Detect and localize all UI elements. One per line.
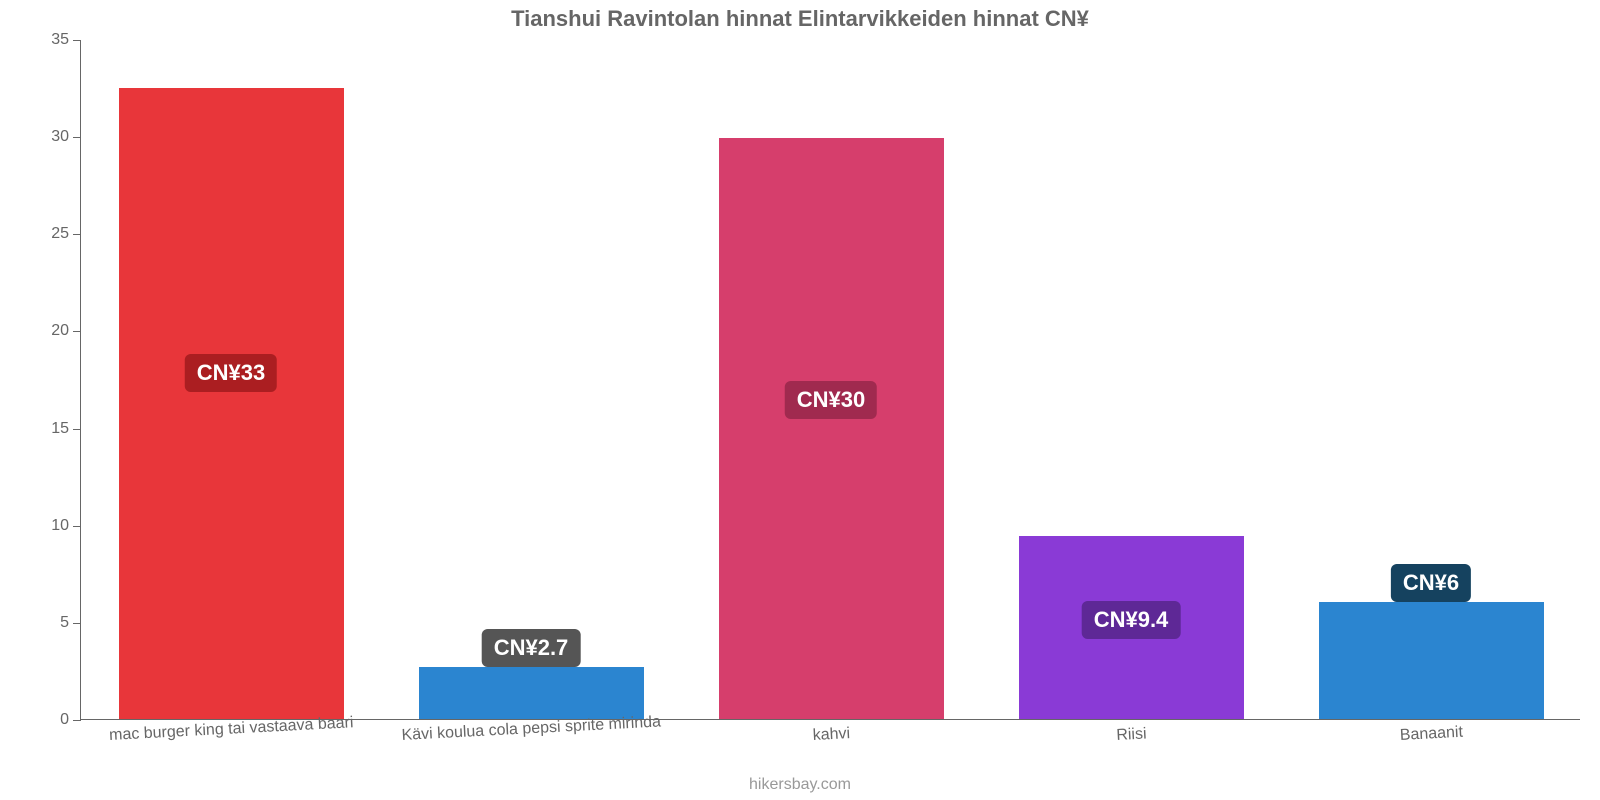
y-tick-label: 25 xyxy=(51,225,69,243)
y-tick-label: 0 xyxy=(60,711,69,729)
bar-value-label: CN¥6 xyxy=(1391,564,1471,602)
y-tick-label: 15 xyxy=(51,420,69,438)
y-tick xyxy=(73,40,81,41)
y-tick xyxy=(73,429,81,430)
y-tick xyxy=(73,331,81,332)
y-tick-label: 10 xyxy=(51,517,69,535)
x-tick-label: Riisi xyxy=(1116,725,1147,745)
y-tick-label: 30 xyxy=(51,128,69,146)
chart-attribution: hikersbay.com xyxy=(0,776,1600,794)
chart-title: Tianshui Ravintolan hinnat Elintarvikkei… xyxy=(0,6,1600,32)
y-tick xyxy=(73,623,81,624)
y-tick xyxy=(73,720,81,721)
x-tick-label: Banaanit xyxy=(1399,724,1463,745)
y-tick-label: 5 xyxy=(60,614,69,632)
bar xyxy=(1319,602,1544,719)
bar-value-label: CN¥33 xyxy=(185,354,277,392)
y-tick xyxy=(73,137,81,138)
bar-value-label: CN¥2.7 xyxy=(482,629,581,667)
y-tick-label: 35 xyxy=(51,31,69,49)
bar-value-label: CN¥9.4 xyxy=(1082,601,1181,639)
y-tick xyxy=(73,526,81,527)
bar-value-label: CN¥30 xyxy=(785,381,877,419)
bar xyxy=(719,138,944,719)
y-tick xyxy=(73,234,81,235)
bar xyxy=(119,88,344,719)
chart-plot-area: 05101520253035CN¥33mac burger king tai v… xyxy=(80,40,1580,720)
x-tick-label: kahvi xyxy=(812,725,850,745)
bar xyxy=(419,667,644,719)
y-tick-label: 20 xyxy=(51,322,69,340)
